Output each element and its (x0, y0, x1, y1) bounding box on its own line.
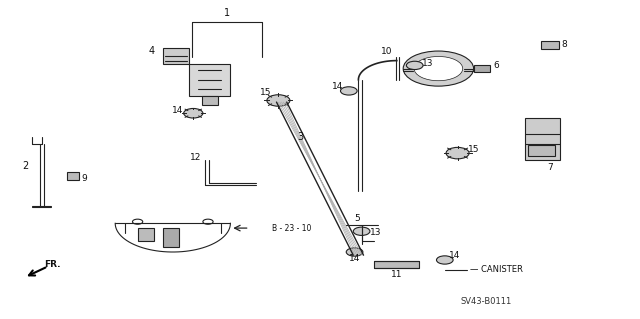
Bar (163, 228, 179, 247)
Text: 10: 10 (381, 47, 393, 56)
Text: 8: 8 (562, 40, 567, 49)
Bar (525, 118, 560, 160)
Text: 2: 2 (22, 161, 29, 171)
Text: 5: 5 (355, 214, 360, 223)
Bar (202, 96, 218, 105)
Text: 13: 13 (422, 59, 433, 68)
Bar (474, 65, 490, 72)
Circle shape (436, 256, 453, 264)
Text: 9: 9 (82, 174, 87, 183)
Circle shape (406, 61, 423, 70)
Text: 11: 11 (391, 270, 403, 279)
Bar (138, 228, 154, 241)
Text: SV43-B0111: SV43-B0111 (461, 297, 512, 306)
Text: FR.: FR. (44, 260, 61, 269)
Text: 4: 4 (148, 46, 155, 56)
Circle shape (203, 219, 213, 224)
Circle shape (346, 248, 363, 256)
Text: — CANISTER: — CANISTER (470, 265, 524, 274)
Circle shape (184, 108, 203, 118)
Bar (374, 261, 419, 268)
Circle shape (267, 95, 290, 106)
Text: 12: 12 (189, 153, 201, 162)
Text: 14: 14 (172, 106, 183, 115)
Text: 14: 14 (332, 82, 344, 91)
Bar (67, 172, 79, 180)
Text: 14: 14 (449, 251, 460, 260)
Text: 3: 3 (298, 132, 304, 142)
Text: 14: 14 (349, 254, 360, 263)
Text: 6: 6 (493, 61, 499, 70)
Text: 1: 1 (224, 8, 230, 18)
Circle shape (403, 51, 474, 86)
Bar (163, 48, 189, 64)
Text: B - 23 - 10: B - 23 - 10 (272, 224, 312, 233)
Circle shape (340, 87, 357, 95)
Bar (541, 41, 559, 49)
Circle shape (132, 219, 143, 224)
Circle shape (446, 147, 469, 159)
Bar (528, 145, 555, 156)
Text: 13: 13 (370, 228, 381, 237)
Text: 15: 15 (260, 88, 271, 97)
Text: 15: 15 (468, 145, 479, 154)
Circle shape (353, 227, 370, 235)
Circle shape (414, 56, 463, 81)
Text: 7: 7 (548, 163, 553, 172)
Bar (189, 64, 230, 96)
